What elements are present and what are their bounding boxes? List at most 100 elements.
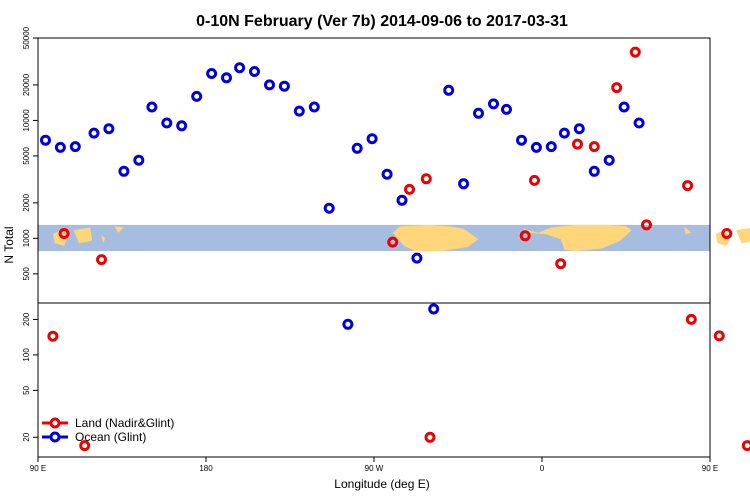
y-tick-label: 200: [22, 312, 31, 326]
legend-label: Land (Nadir&Glint): [75, 416, 174, 430]
y-tick-label: 50: [22, 385, 31, 394]
ocean-point: [633, 117, 645, 129]
ocean-point: [396, 194, 408, 206]
ocean-point: [588, 165, 600, 177]
y-tick-label: 20000: [22, 73, 31, 96]
land-shape: [736, 227, 750, 244]
ocean-point: [234, 62, 246, 74]
land-point: [424, 431, 436, 443]
ocean-point: [458, 178, 470, 190]
land-point: [555, 258, 567, 270]
ocean-point: [443, 84, 455, 96]
land-point: [387, 236, 399, 248]
ocean-point: [118, 165, 130, 177]
land-shape: [392, 224, 479, 252]
x-tick-label: 90 E: [702, 464, 718, 473]
land-point: [721, 228, 733, 239]
land-point: [685, 313, 697, 325]
chart-title: 0-10N February (Ver 7b) 2014-09-06 to 20…: [196, 13, 568, 30]
ocean-point: [264, 79, 275, 91]
data-points: [40, 46, 750, 452]
land-point: [682, 180, 694, 192]
land-shape: [52, 230, 68, 246]
land-point: [529, 174, 540, 186]
ocean-point: [516, 134, 527, 146]
land-point: [611, 82, 623, 94]
ocean-point: [69, 141, 81, 153]
world-map-strip: [38, 224, 750, 252]
ocean-point: [381, 168, 393, 180]
ocean-point: [161, 117, 173, 129]
ocean-point: [545, 141, 557, 153]
ocean-point: [428, 303, 440, 315]
land-shape: [101, 235, 106, 244]
land-point: [588, 141, 600, 153]
ocean-point: [308, 101, 320, 113]
y-tick-label: 20: [22, 432, 31, 441]
land-point: [641, 219, 652, 231]
x-tick-label: 0: [540, 464, 545, 473]
ocean-point: [366, 133, 378, 145]
legend-label: Ocean (Glint): [75, 430, 146, 444]
ocean-point: [501, 103, 512, 115]
ocean-point: [573, 123, 585, 135]
land-shape: [73, 227, 93, 244]
legend-marker: [49, 431, 61, 443]
x-tick-label: 90 E: [30, 464, 46, 473]
y-tick-label: 1000: [22, 229, 31, 247]
land-point: [58, 228, 70, 239]
ocean-point: [54, 141, 66, 153]
y-tick-label: 10000: [22, 109, 31, 132]
y-axis-upper: 500 1000 2000 5000 10000 20000 50000: [22, 26, 38, 281]
ocean-point: [133, 154, 145, 166]
ocean-point: [342, 318, 354, 330]
land-point: [47, 330, 59, 342]
ocean-point: [603, 154, 615, 166]
x-tick-label: 180: [199, 464, 213, 473]
ocean-point: [351, 142, 363, 154]
ocean-point: [88, 127, 100, 139]
land-point: [629, 46, 641, 58]
land-point: [420, 173, 432, 185]
ocean-point: [221, 72, 232, 84]
ocean-point: [191, 90, 203, 102]
land-shape: [715, 230, 731, 246]
legend-marker: [49, 417, 61, 429]
y-tick-label: 2000: [22, 193, 31, 211]
ocean-point: [558, 127, 570, 139]
x-axis-label: Longitude (deg E): [334, 477, 429, 491]
land-point: [519, 230, 531, 242]
y-axis-lower: 20 50 100 200: [22, 312, 38, 442]
ocean-point: [249, 66, 260, 77]
y-tick-label: 5000: [22, 146, 31, 164]
ocean-point: [206, 68, 218, 79]
land-point: [79, 440, 91, 452]
land-point: [572, 138, 583, 150]
ocean-point: [176, 120, 188, 132]
ocean-point: [40, 134, 51, 146]
y-tick-label: 50000: [22, 26, 31, 49]
y-tick-label: 100: [22, 348, 31, 362]
land-point: [96, 254, 107, 266]
land-shape: [114, 226, 124, 233]
land-shape: [523, 224, 632, 252]
ocean-point: [473, 107, 484, 119]
ocean-point: [278, 80, 290, 92]
ocean-point: [411, 252, 423, 264]
land-point: [713, 330, 725, 342]
land-shape: [683, 226, 692, 235]
ocean-point: [530, 141, 542, 153]
ocean-point: [618, 101, 630, 113]
ocean-point: [293, 105, 305, 117]
ocean-point: [103, 123, 115, 135]
legend: Land (Nadir&Glint)Ocean (Glint): [42, 416, 174, 444]
land-point: [741, 440, 750, 452]
x-tick-label: 90 W: [365, 464, 384, 473]
ocean-point: [323, 202, 335, 214]
y-axis-label: N Total: [2, 226, 16, 263]
land-point: [404, 183, 415, 195]
y-tick-label: 500: [22, 267, 31, 281]
ocean-point: [146, 101, 158, 113]
